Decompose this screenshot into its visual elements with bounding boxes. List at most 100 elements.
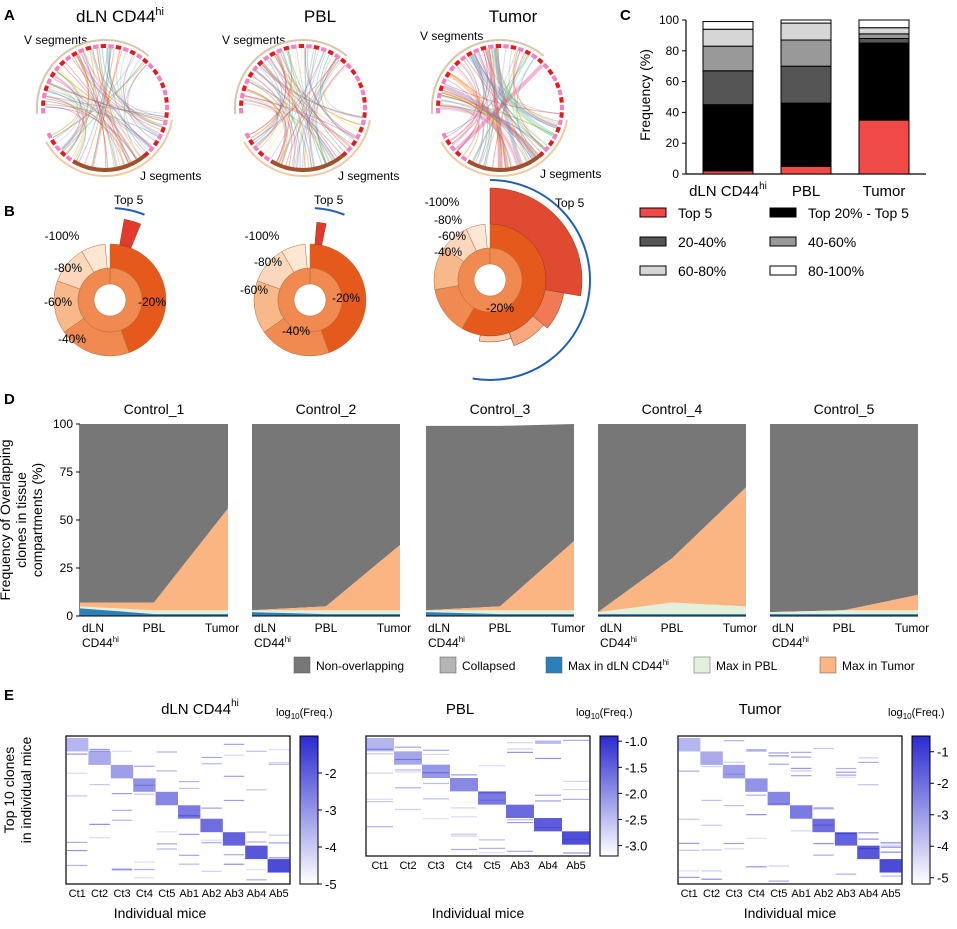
heatmap-cell-line [111, 868, 133, 870]
donut-percent-label: -80% [54, 261, 82, 275]
chord-ribbon [75, 55, 117, 168]
segment-block [129, 49, 137, 56]
heatmap-cell-line [156, 770, 177, 772]
heatmap-diagonal-block [767, 791, 790, 806]
colorbar-label: log10(Freq.) [576, 707, 633, 721]
chord-ribbon [308, 49, 317, 167]
top5-label: Top 5 [114, 193, 144, 207]
chord-ribbon [244, 94, 352, 145]
chord-ribbon [66, 49, 95, 155]
chord-ribbon [61, 53, 90, 151]
colorbar-tick-label: -2.5 [625, 812, 647, 827]
heatmap-cell-line [563, 780, 589, 782]
heatmap-cell-line [67, 753, 88, 755]
chord-ribbon [441, 91, 512, 168]
y-tick-label: 60 [666, 75, 680, 89]
heatmap-cell-line [507, 819, 533, 821]
heatmap-cell-line [746, 837, 767, 839]
heatmap-column-label: Ct5 [770, 888, 787, 900]
colorbar-tick-label: -1.5 [625, 760, 647, 775]
chord-ribbon [80, 53, 152, 148]
segment-block [551, 75, 558, 82]
segment-block [559, 96, 564, 103]
legend-swatch [693, 656, 711, 674]
chord-ribbon [269, 57, 313, 168]
x-tick-label: Tumor [723, 621, 757, 635]
x-tick-label: dLN [600, 621, 622, 635]
colorbar-label: log10(Freq.) [888, 707, 945, 721]
segment-block [542, 62, 550, 70]
heatmap-column-label: Ct1 [371, 860, 388, 872]
colorbar-tick-label: -1.0 [625, 734, 647, 749]
heatmap-cell-line [201, 763, 222, 765]
segment-block [466, 50, 473, 58]
heatmap-cell-line [246, 831, 267, 833]
chord-ribbon [96, 48, 121, 167]
heatmap-column-label: Ab2 [202, 888, 222, 900]
chord-title-pbl: PBL [304, 7, 336, 26]
heatmap-diagonal-block [450, 778, 478, 792]
panel-a-chord-diagrams: dLN CD44hi PBL Tumor V segments V segmen… [24, 6, 601, 183]
segment-block-j [468, 153, 542, 172]
chord-ribbon [243, 102, 331, 162]
area-plot-title: Control_4 [642, 401, 703, 417]
bar-segment [780, 19, 832, 24]
segment-block [554, 81, 561, 89]
chord-ribbon [243, 103, 299, 168]
x-tick-label: Tumor [895, 621, 929, 635]
chord-ribbon [78, 48, 112, 163]
chord-ribbon [45, 100, 130, 164]
panel-letter-a: A [4, 7, 15, 24]
heatmap-cell-line [156, 843, 177, 845]
heatmap-column-label: Ct2 [703, 888, 720, 900]
heatmap-cell-line [134, 784, 155, 786]
chord-ribbon [90, 49, 141, 158]
heatmap-cell-line [507, 850, 533, 852]
chord-ribbon [440, 105, 480, 159]
heatmap-cell-line [423, 753, 449, 756]
donut-top5-wedge [119, 218, 142, 249]
chord-ribbon [50, 82, 164, 122]
heatmap-diagonal-block [478, 791, 506, 805]
segment-block [156, 133, 164, 140]
legend-swatch [293, 656, 311, 674]
chord-ribbon [324, 59, 360, 130]
v-segments-label-2: V segments [222, 33, 285, 47]
heatmap-column-label: Ct5 [158, 888, 175, 900]
heatmap-cell-line [268, 748, 289, 751]
area-max-dln [80, 608, 228, 616]
chord-ribbon [45, 106, 137, 160]
heatmap-cell-line [268, 763, 289, 765]
heatmap-cell-line [89, 748, 110, 751]
top5-label: Top 5 [555, 196, 585, 210]
heatmap-cell-line [768, 803, 789, 805]
heatmap-column-label: Ct1 [681, 888, 698, 900]
heatmap-cell-line [679, 870, 700, 872]
heatmap-cell-line [858, 832, 879, 834]
chord-ribbon [473, 53, 553, 138]
heatmap-title: Tumor [739, 701, 782, 718]
heatmap-diagonal-block [245, 845, 268, 860]
area-non-overlapping [598, 424, 746, 613]
heatmap-cell-line [723, 761, 745, 763]
chord-ribbon [295, 64, 346, 168]
heatmap-cell-line [395, 758, 421, 761]
segment-block [71, 50, 78, 58]
area-non-overlapping [252, 424, 400, 611]
heatmap-cell-line [768, 763, 789, 765]
segment-block [350, 139, 358, 147]
heatmap-cell-line [223, 863, 245, 865]
chord-ribbon [496, 48, 557, 129]
segment-block [346, 145, 353, 153]
legend-swatch [819, 656, 837, 674]
heatmap-cell-line [813, 854, 834, 856]
heatmap-column-label: Ab3 [836, 888, 856, 900]
donut-percent-label: -20% [486, 301, 514, 315]
segment-block [65, 155, 73, 162]
heatmap-cell-line [791, 756, 812, 758]
segment-block [362, 96, 367, 103]
heatmap-cell-line [479, 847, 505, 849]
heatmap-cell-line [880, 846, 901, 848]
v-segments-label-1: V segments [24, 33, 87, 47]
segment-block [46, 132, 53, 140]
